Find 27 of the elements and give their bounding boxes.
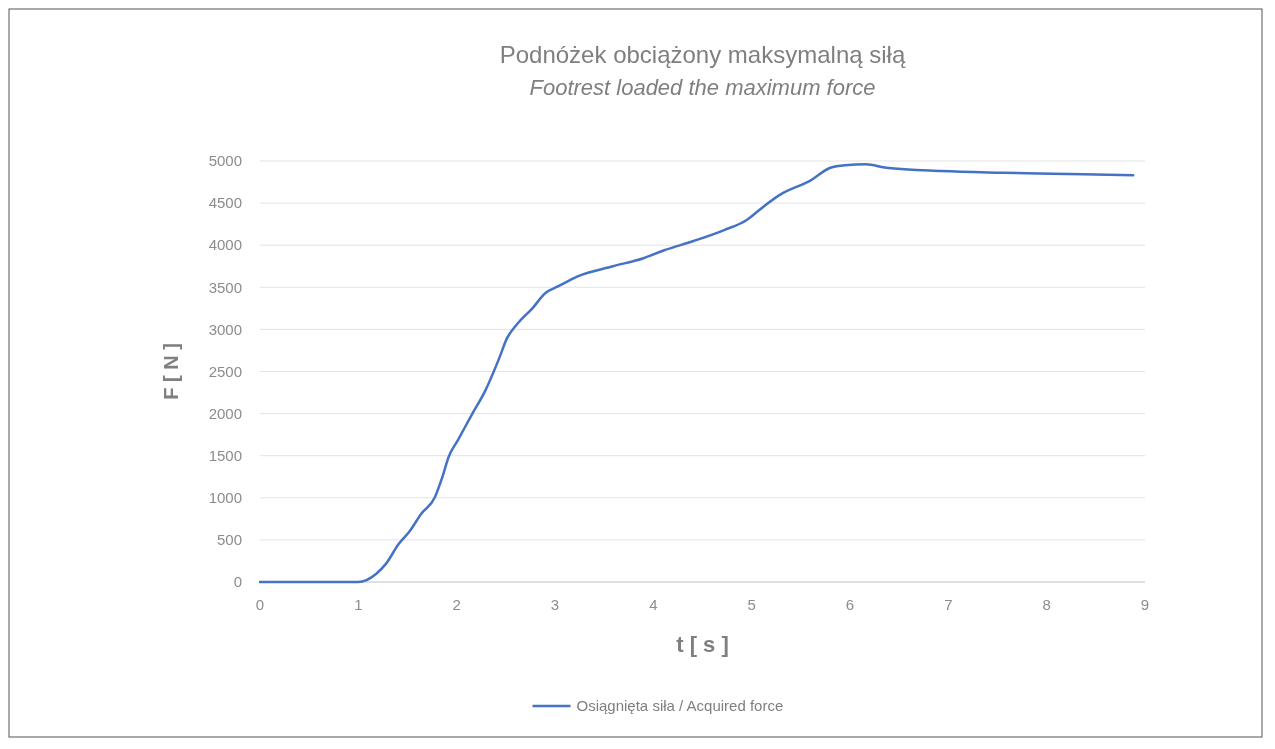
x-tick-label: 2 [452, 596, 461, 613]
y-tick-label: 500 [216, 531, 242, 549]
y-axis-title: F [ N ] [160, 343, 182, 400]
line-series [258, 163, 1135, 584]
y-tick-label: 0 [233, 573, 242, 591]
legend-label: Osiągnięta siła / Acquired force [576, 697, 784, 715]
chart-title: Podnóżek obciążony maksymalną siłą [499, 41, 906, 68]
x-axis-title: t [ s ] [676, 632, 729, 657]
y-tick-label: 2000 [208, 404, 242, 422]
y-tick-label: 1000 [208, 489, 242, 507]
x-tick-label: 0 [255, 596, 265, 613]
x-tick-label: 3 [550, 596, 560, 613]
chart-subtitle: Footrest loaded the maximum force [529, 75, 876, 100]
x-tick-label: 8 [1042, 596, 1051, 613]
x-tick-label: 1 [354, 596, 363, 613]
y-tick-label: 5000 [208, 152, 242, 170]
y-tick-label: 2500 [208, 362, 242, 380]
x-tick-label: 4 [649, 596, 658, 613]
x-tick-label: 6 [845, 596, 855, 613]
x-tick-label: 7 [944, 596, 953, 613]
y-tick-label: 4500 [208, 194, 242, 212]
x-tick-label: 9 [1140, 596, 1150, 613]
y-tick-label: 3500 [208, 278, 242, 296]
x-tick-label: 5 [747, 596, 756, 613]
y-tick-label: 4000 [208, 236, 242, 254]
y-tick-label: 1500 [208, 446, 242, 464]
y-tick-label: 3000 [208, 320, 242, 338]
